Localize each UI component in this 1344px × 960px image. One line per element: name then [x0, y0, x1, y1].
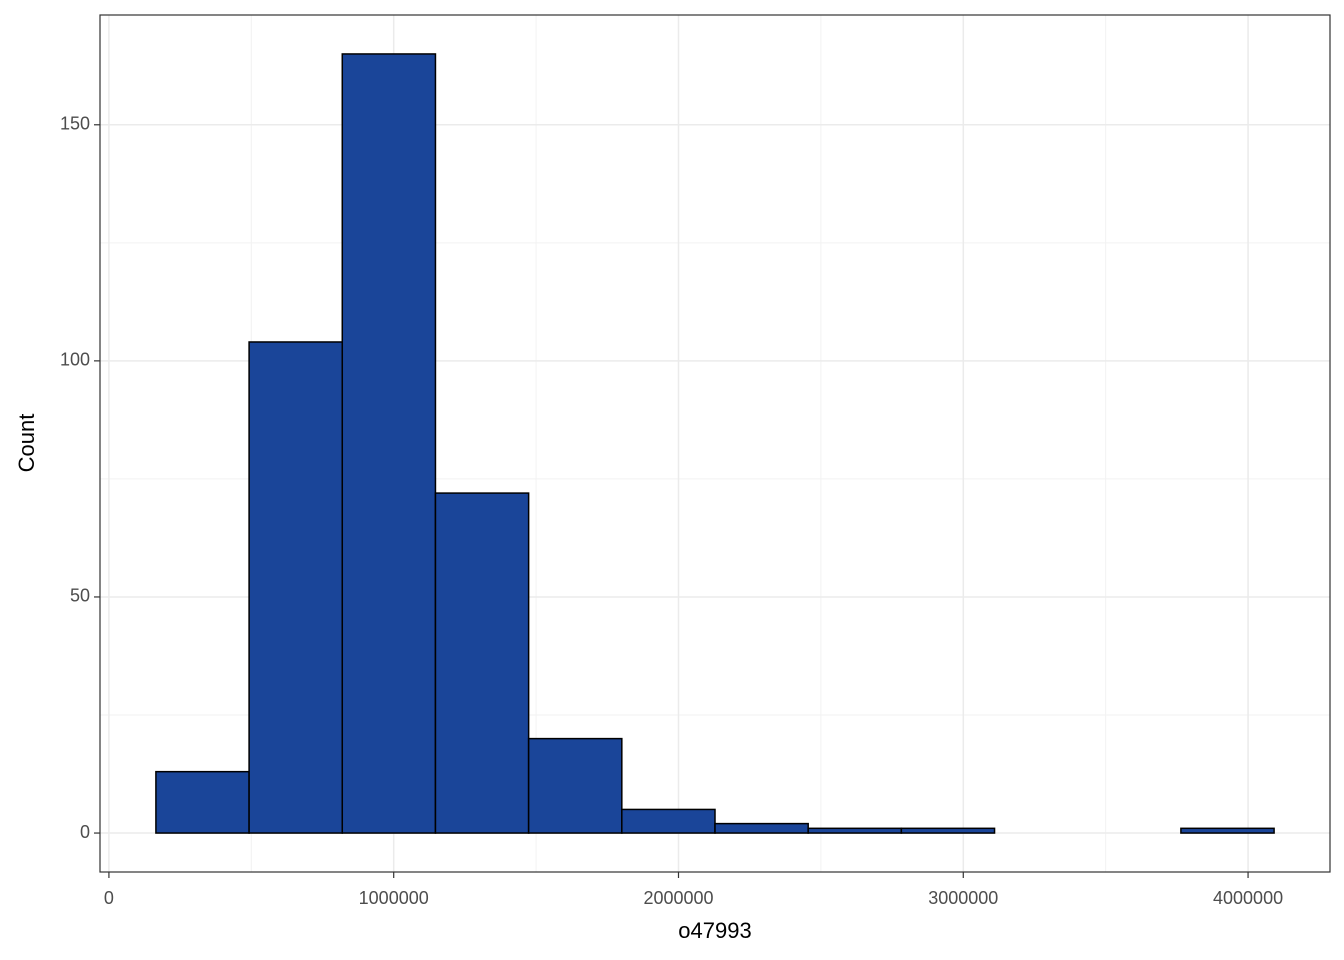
y-tick-label: 100 — [60, 350, 90, 370]
bar — [1180, 827, 1275, 834]
panel-border — [99, 14, 1331, 873]
x-tick-label: 4000000 — [1213, 888, 1283, 908]
x-tick-label: 0 — [104, 888, 114, 908]
bar — [434, 492, 530, 834]
bar — [714, 822, 809, 834]
bar — [155, 770, 250, 834]
x-tick-label: 2000000 — [643, 888, 713, 908]
y-tick-label: 50 — [70, 586, 90, 606]
bar — [248, 341, 344, 834]
x-tick-label: 3000000 — [928, 888, 998, 908]
x-axis-title: o47993 — [678, 918, 751, 943]
y-tick-label: 0 — [80, 822, 90, 842]
bar — [621, 808, 716, 834]
bar — [807, 827, 903, 834]
bar — [341, 53, 437, 834]
x-tick-label: 1000000 — [359, 888, 429, 908]
bar — [527, 737, 623, 834]
bar — [900, 827, 996, 834]
y-axis-title: Count — [14, 414, 39, 473]
y-tick-label: 150 — [60, 114, 90, 134]
